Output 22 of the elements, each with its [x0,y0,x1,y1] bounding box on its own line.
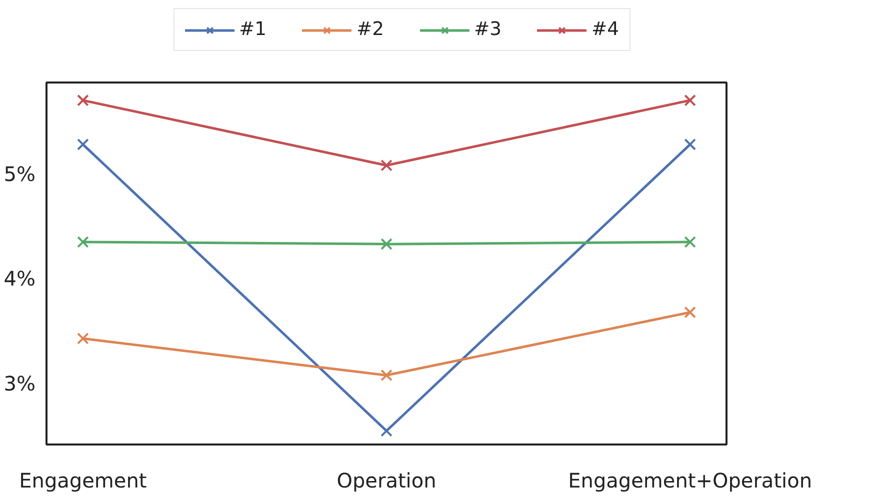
point [76,236,89,248]
point [380,159,392,172]
legend-label: #3 [474,19,502,40]
point [76,138,89,150]
point [76,94,89,106]
y-tick-label: 4% [4,266,36,291]
point [380,424,392,437]
x-tick-label: Engagement [19,468,147,492]
point [684,306,696,318]
x-tick-label: Operation [336,468,436,492]
point [684,94,696,106]
point [684,138,696,150]
point [380,369,392,382]
point [380,238,392,250]
y-tick-label: 5% [4,162,36,186]
legend-label: #1 [238,19,266,40]
y-tick-label: 3% [4,372,36,396]
point [684,236,696,248]
point [76,332,89,344]
legend-label: #2 [356,19,384,40]
legend-label: #4 [592,19,620,40]
x-tick-label: Engagement+Operation [568,468,812,492]
